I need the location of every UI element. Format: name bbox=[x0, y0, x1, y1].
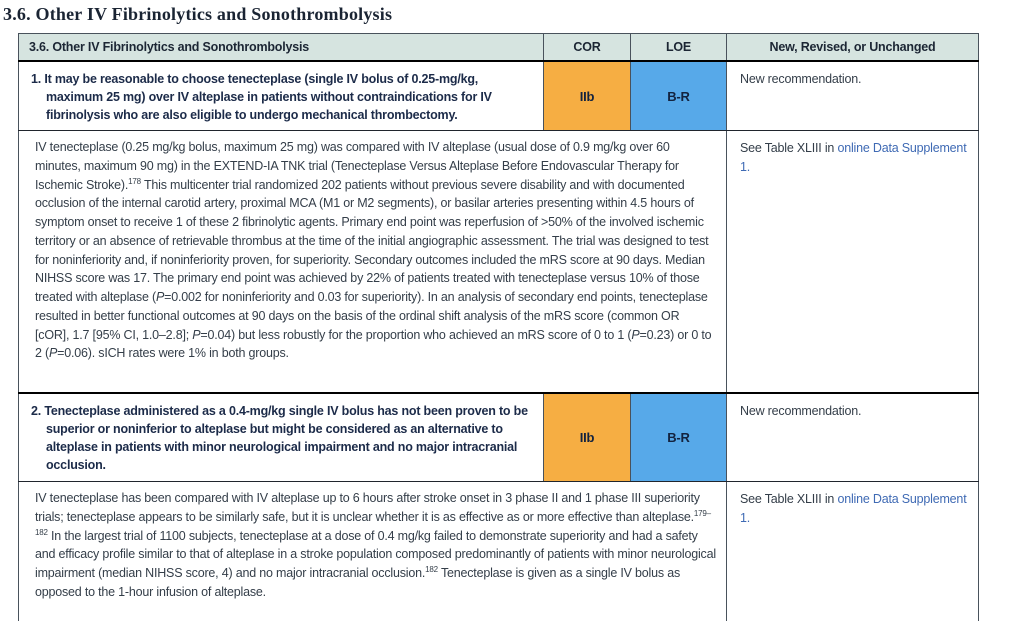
recommendations-table: 3.6. Other IV Fibrinolytics and Sonothro… bbox=[18, 33, 979, 621]
text-segment: See Table XLIII in bbox=[740, 492, 838, 506]
italic-p-value: P bbox=[631, 327, 640, 342]
table-header-cor: COR bbox=[543, 33, 631, 62]
recommendation-1-text: 1. It may be reasonable to choose tenect… bbox=[31, 70, 533, 124]
table-header-row: 3.6. Other IV Fibrinolytics and Sonothro… bbox=[18, 33, 979, 62]
online-data-supplement-link[interactable]: online Data Supplement 1. bbox=[740, 141, 967, 174]
see-table-cell-1: See Table XLIII in online Data Supplemen… bbox=[726, 130, 979, 394]
loe-badge-1: B-R bbox=[630, 60, 727, 131]
citation-superscript: 179–182 bbox=[35, 508, 711, 537]
see-table-note-2: See Table XLIII in online Data Supplemen… bbox=[740, 490, 968, 528]
section-title: 3.6. Other IV Fibrinolytics and Sonothro… bbox=[3, 4, 393, 24]
text-segment: =0.06). sICH rates were 1% in both group… bbox=[57, 346, 289, 361]
recommendation-row-1: 1. It may be reasonable to choose tenect… bbox=[18, 60, 979, 131]
recommendation-1-number: 1. bbox=[31, 72, 42, 86]
text-segment: In the largest trial of 1100 subjects, t… bbox=[35, 528, 716, 581]
see-table-cell-2: See Table XLIII in online Data Supplemen… bbox=[726, 481, 979, 621]
citation-superscript: 178 bbox=[128, 176, 141, 186]
italic-p-value: P bbox=[192, 327, 201, 342]
cor-badge-2: IIb bbox=[543, 392, 631, 482]
supporting-text-1: IV tenecteplase (0.25 mg/kg bolus, maxim… bbox=[18, 130, 727, 394]
italic-p-value: P bbox=[155, 290, 165, 304]
text-segment: This multicenter trial randomized 202 pa… bbox=[35, 177, 709, 305]
supporting-text-row-1: IV tenecteplase (0.25 mg/kg bolus, maxim… bbox=[18, 130, 979, 394]
text-segment: =0.23) or 0 to 2 ( bbox=[35, 327, 712, 361]
table-header-status: New, Revised, or Unchanged bbox=[726, 33, 979, 62]
table-header-loe: LOE bbox=[630, 33, 727, 62]
status-cell-1: New recommendation. bbox=[726, 60, 979, 131]
text-segment: Tenecteplase is given as a single IV bol… bbox=[35, 566, 681, 599]
supporting-text-1-paragraph: IV tenecteplase (0.25 mg/kg bolus, maxim… bbox=[35, 138, 716, 363]
supporting-text-row-2: IV tenecteplase has been compared with I… bbox=[18, 481, 979, 621]
recommendation-2-number: 2. bbox=[31, 403, 42, 418]
cor-badge-1: IIb bbox=[543, 60, 631, 131]
online-data-supplement-link[interactable]: online Data Supplement 1. bbox=[740, 492, 967, 525]
text-segment: IV tenecteplase (0.25 mg/kg bolus, maxim… bbox=[35, 140, 679, 192]
text-segment: =0.04) but less robustly for the proport… bbox=[200, 327, 632, 342]
citation-superscript: 182 bbox=[425, 564, 438, 574]
text-segment: =0.002 for noninferiority and 0.03 for s… bbox=[35, 290, 708, 342]
see-table-note-1: See Table XLIII in online Data Supplemen… bbox=[740, 139, 968, 177]
table-header-title: 3.6. Other IV Fibrinolytics and Sonothro… bbox=[18, 33, 544, 62]
recommendation-2-body: Tenecteplase administered as a 0.4-mg/kg… bbox=[44, 403, 528, 472]
text-segment: IV tenecteplase has been compared with I… bbox=[35, 491, 700, 524]
loe-badge-2: B-R bbox=[630, 392, 727, 482]
supporting-text-2: IV tenecteplase has been compared with I… bbox=[18, 481, 727, 621]
recommendation-row-2: 2. Tenecteplase administered as a 0.4-mg… bbox=[18, 392, 979, 482]
italic-p-value: P bbox=[49, 346, 58, 361]
recommendation-1-text-cell: 1. It may be reasonable to choose tenect… bbox=[18, 60, 544, 131]
recommendation-2-text-cell: 2. Tenecteplase administered as a 0.4-mg… bbox=[18, 392, 544, 482]
supporting-text-2-paragraph: IV tenecteplase has been compared with I… bbox=[35, 489, 716, 602]
recommendation-1-body: It may be reasonable to choose tenectepl… bbox=[44, 72, 492, 122]
text-segment: See Table XLIII in bbox=[740, 141, 838, 155]
recommendation-2-text: 2. Tenecteplase administered as a 0.4-mg… bbox=[31, 402, 533, 474]
status-cell-2: New recommendation. bbox=[726, 392, 979, 482]
